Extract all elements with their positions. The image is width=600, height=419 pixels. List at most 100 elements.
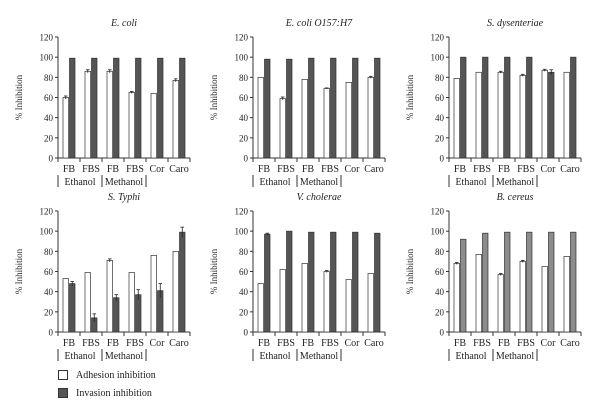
p5-title: V. cholerae: [297, 192, 342, 203]
p4-category-label: FB: [63, 338, 76, 349]
p3-bar-invasion: [460, 56, 467, 159]
p1-ytick-label: 100: [40, 53, 54, 63]
p4-category-label: FBS: [82, 338, 100, 349]
p6-bar-invasion: [548, 231, 555, 333]
p1-ytick-label: 80: [44, 73, 54, 83]
p3-ytick-label: 120: [431, 33, 445, 43]
p5-category-label: FBS: [321, 338, 339, 349]
p3-bar-adhesion: [475, 71, 482, 159]
p5-bar-invasion: [264, 233, 271, 333]
p3-bar-adhesion: [453, 77, 460, 159]
p3-bar-adhesion: [563, 71, 570, 159]
p1-bar-adhesion: [62, 97, 69, 159]
p6-category-label: FBS: [473, 338, 491, 349]
p2-bar-invasion: [374, 57, 381, 159]
p6-group-label: Ethanol: [455, 351, 486, 362]
p1-bar-adhesion: [150, 93, 157, 159]
p6-ytick-label: 100: [431, 227, 445, 237]
p2-bar-adhesion: [301, 78, 308, 159]
p3-category-label: FBS: [517, 164, 535, 175]
p3-bar-invasion: [548, 71, 555, 159]
p6-ytick-label: 60: [435, 267, 445, 277]
p6-bar-adhesion: [563, 256, 570, 333]
legend-item-adhesion: Adhesion inhibition: [58, 366, 156, 384]
p4-category-label: Caro: [169, 338, 188, 349]
p4-ytick-label: 20: [44, 307, 54, 317]
p5-bar-adhesion: [279, 269, 286, 333]
p1-ytick-label: 0: [49, 154, 54, 164]
p3-category-label: Cor: [541, 164, 557, 175]
p2-ytick-label: 60: [239, 93, 249, 103]
legend: Adhesion inhibition Invasion inhibition: [58, 366, 156, 402]
p2-ytick-label: 20: [239, 133, 249, 143]
p2-bar-invasion: [264, 58, 271, 159]
p2-category-label: FBS: [321, 164, 339, 175]
p1-category-label: Caro: [169, 164, 188, 175]
p2-bar-adhesion: [279, 98, 286, 159]
p2-bar-invasion: [330, 57, 337, 159]
p5-bar-adhesion: [301, 263, 308, 333]
p2-ytick-label: 100: [235, 53, 249, 63]
p4-bar-invasion: [69, 283, 76, 333]
p3-bar-invasion: [570, 56, 577, 159]
p2-category-label: FB: [258, 164, 271, 175]
p1-category-label: Cor: [150, 164, 166, 175]
p5-bar-adhesion: [345, 279, 352, 333]
p1-ytick-label: 60: [44, 93, 54, 103]
p6-ytick-label: 80: [435, 247, 445, 257]
p1-category-label: FB: [63, 164, 76, 175]
p3-bar-invasion: [482, 56, 489, 159]
p1-bar-invasion: [135, 57, 142, 159]
p4-bar-adhesion: [128, 272, 135, 333]
p3-bar-adhesion: [519, 74, 526, 159]
p6-category-label: FBS: [517, 338, 535, 349]
p4-category-label: FBS: [126, 338, 144, 349]
p6-bar-adhesion: [519, 261, 526, 333]
p6-category-label: FB: [498, 338, 511, 349]
p6-title: B. cereus: [497, 192, 534, 203]
p6-bar-invasion: [504, 231, 511, 333]
p2-title: E. coli O157:H7: [285, 18, 353, 29]
p5-category-label: Cor: [345, 338, 361, 349]
p3-ytick-label: 40: [435, 113, 445, 123]
p6-category-label: Caro: [560, 338, 579, 349]
p1-bar-invasion: [113, 57, 120, 159]
p6-bar-adhesion: [497, 274, 504, 333]
p5-ytick-label: 120: [235, 207, 249, 217]
p1-group-label: Methanol: [105, 177, 144, 188]
p3-title: S. dysenteriae: [487, 18, 544, 29]
p3-ytick-label: 100: [431, 53, 445, 63]
p4-ytick-label: 120: [40, 207, 54, 217]
p5-bar-invasion: [286, 230, 293, 333]
p1-category-label: FB: [107, 164, 120, 175]
p1-ytick-label: 20: [44, 133, 54, 143]
p6-group-label: Methanol: [496, 351, 535, 362]
p5-ytick-label: 20: [239, 307, 249, 317]
p3-bar-adhesion: [497, 71, 504, 159]
p5-category-label: Caro: [364, 338, 383, 349]
p5-ylabel: % Inhibition: [209, 248, 219, 294]
p2-bar-invasion: [352, 57, 359, 159]
p2-group-label: Methanol: [300, 177, 339, 188]
p2-bar-adhesion: [345, 82, 352, 159]
p5-ytick-label: 80: [239, 247, 249, 257]
p3-ytick-label: 80: [435, 73, 445, 83]
p3-ytick-label: 60: [435, 93, 445, 103]
p6-bar-invasion: [526, 231, 533, 333]
p3-bar-invasion: [526, 56, 533, 159]
p6-category-label: FB: [454, 338, 467, 349]
p3-group-label: Ethanol: [455, 177, 486, 188]
p1-category-label: FBS: [82, 164, 100, 175]
p6-bar-invasion: [460, 238, 467, 333]
p3-bar-invasion: [504, 56, 511, 159]
p1-bar-invasion: [157, 57, 164, 159]
p5-category-label: FB: [258, 338, 271, 349]
legend-item-invasion: Invasion inhibition: [58, 384, 156, 402]
p4-bar-adhesion: [150, 255, 157, 333]
p1-bar-adhesion: [128, 92, 135, 159]
p2-category-label: Cor: [345, 164, 361, 175]
p2-category-label: FBS: [277, 164, 295, 175]
p2-category-label: FB: [302, 164, 315, 175]
p5-bar-invasion: [308, 231, 315, 333]
p4-bar-invasion: [113, 297, 120, 333]
